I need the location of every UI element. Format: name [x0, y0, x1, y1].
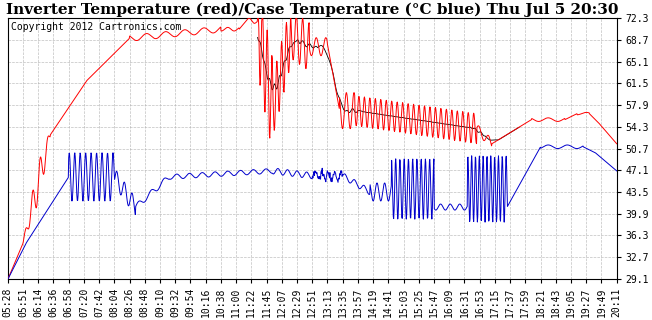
Title: Inverter Temperature (red)/Case Temperature (°C blue) Thu Jul 5 20:30: Inverter Temperature (red)/Case Temperat…	[6, 3, 619, 17]
Text: Copyright 2012 Cartronics.com: Copyright 2012 Cartronics.com	[11, 22, 181, 32]
